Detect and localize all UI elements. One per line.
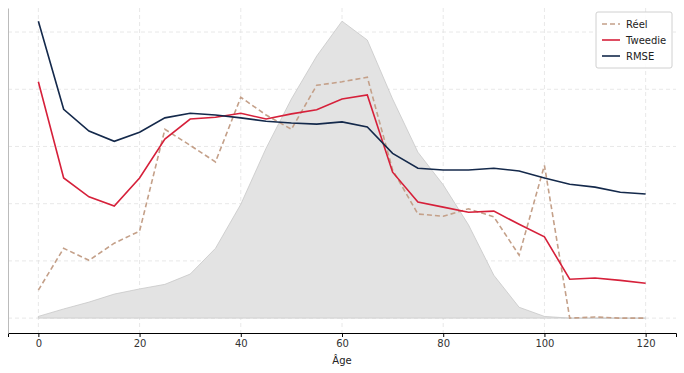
tick-mark: [443, 333, 444, 337]
tick-mark: [241, 333, 242, 337]
x-axis-title: Âge: [332, 354, 351, 366]
tick: 120: [637, 333, 656, 349]
y-axis: [8, 9, 10, 334]
tick-mark: [646, 333, 647, 337]
legend-label: Tweedie: [625, 35, 666, 46]
tick-label: 60: [336, 338, 349, 349]
tick: 40: [235, 333, 248, 349]
tick: 60: [336, 333, 349, 349]
legend: Réel Tweedie RMSE: [596, 12, 672, 68]
tick-mark: [38, 333, 39, 337]
x-axis: 0 20 40 60 80 100 120: [9, 333, 677, 349]
line: [38, 77, 645, 318]
grid-line-x: [38, 8, 39, 333]
tick-label: 120: [637, 338, 656, 349]
tick-mark: [140, 333, 141, 337]
plot-area: [38, 21, 645, 318]
legend-label: Réel: [626, 19, 648, 30]
line: [38, 82, 645, 283]
tick-label: 40: [235, 338, 248, 349]
tick-label: 80: [437, 338, 450, 349]
grid-line-x: [139, 8, 140, 333]
tick: 80: [437, 333, 450, 349]
grid-line-x: [544, 8, 545, 333]
chart: 0 20 40 60 80 100 120 Âge Réel Tweedie RMSE: [0, 0, 684, 373]
tick: 0: [36, 333, 42, 349]
legend-swatch: [602, 55, 620, 57]
tick-label: 20: [134, 338, 147, 349]
tick-mark: [544, 333, 545, 337]
tick: 20: [134, 333, 147, 349]
legend-box: [596, 12, 672, 68]
legend-swatch: [602, 39, 620, 41]
line: [38, 21, 645, 194]
tick-mark: [342, 333, 343, 337]
area: [38, 21, 645, 318]
legend-swatch: [602, 23, 620, 25]
y-axis-line: [8, 9, 9, 334]
tick: 100: [535, 333, 554, 349]
grid: [8, 8, 676, 333]
legend-label: RMSE: [626, 51, 654, 62]
tick-label: 100: [535, 338, 554, 349]
x-axis-line: [9, 334, 677, 338]
tick-label: 0: [36, 338, 42, 349]
